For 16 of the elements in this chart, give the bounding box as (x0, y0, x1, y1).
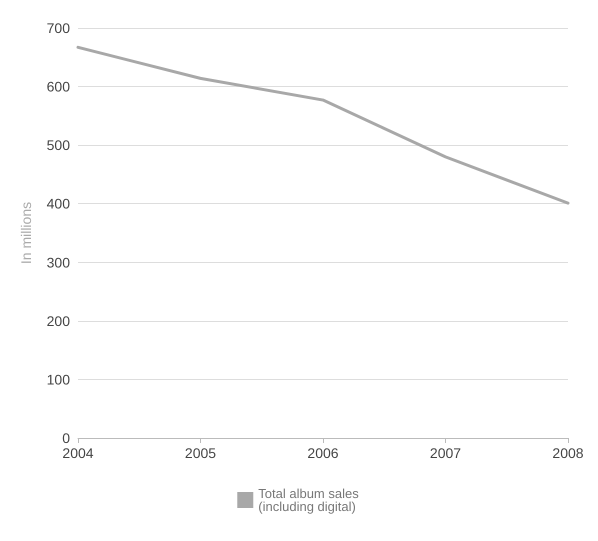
legend-label: Total album sales (including digital) (258, 486, 360, 514)
y-tick-label: 300 (46, 254, 70, 270)
x-tick-label: 2007 (430, 445, 462, 461)
y-tick-label: 200 (46, 312, 70, 329)
y-tick-label: 400 (46, 196, 70, 212)
y-tick-label: 0 (62, 430, 70, 446)
y-tick-label: 700 (46, 20, 70, 36)
x-tick-label: 2008 (552, 445, 584, 461)
y-tick-label: 600 (46, 78, 70, 95)
line-series (76, 46, 570, 205)
y-tick-label: 500 (46, 137, 70, 154)
y-tick-label: 100 (46, 371, 70, 388)
x-tick-label: 2006 (307, 445, 339, 461)
x-tick-label: 2005 (184, 445, 216, 461)
y-axis-title: In millions (18, 202, 34, 264)
x-tick-label: 2004 (62, 445, 94, 461)
